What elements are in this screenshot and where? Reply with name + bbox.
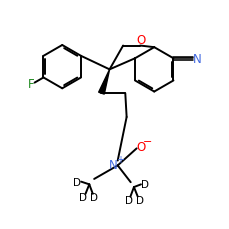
Text: O: O	[136, 34, 145, 47]
Text: N: N	[192, 52, 201, 65]
Text: D: D	[73, 177, 81, 187]
Text: −: −	[143, 137, 152, 147]
Text: D: D	[140, 180, 148, 190]
Text: O: O	[136, 140, 145, 153]
Text: D: D	[79, 193, 87, 202]
Text: F: F	[28, 78, 34, 91]
Text: D: D	[90, 193, 98, 202]
Polygon shape	[98, 70, 109, 95]
Text: D: D	[135, 195, 143, 205]
Text: +: +	[115, 155, 123, 165]
Text: N: N	[108, 158, 117, 171]
Text: D: D	[125, 195, 133, 205]
